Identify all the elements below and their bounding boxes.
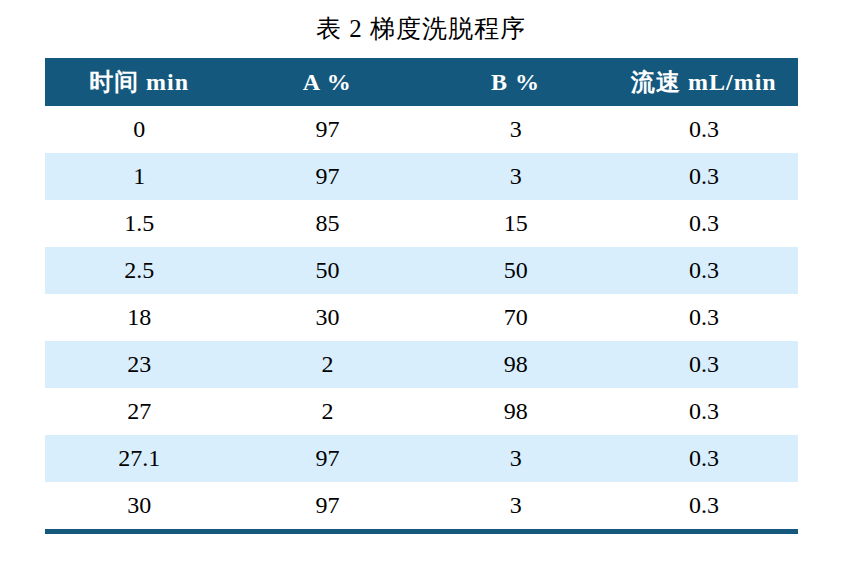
- page: 表 2 梯度洗脱程序 时间 min A % B % 流速 mL/min 0973…: [0, 0, 842, 562]
- table-cell: 15: [422, 200, 610, 247]
- table-row: 272980.3: [45, 388, 798, 435]
- table-cell: 70: [422, 294, 610, 341]
- table-row: 2.550500.3: [45, 247, 798, 294]
- table-cell: 2: [233, 341, 421, 388]
- table-cell: 97: [233, 482, 421, 532]
- table-cell: 98: [422, 388, 610, 435]
- table-row: 27.19730.3: [45, 435, 798, 482]
- table-header: 时间 min A % B % 流速 mL/min: [45, 58, 798, 106]
- table-row: 232980.3: [45, 341, 798, 388]
- table-cell: 30: [45, 482, 233, 532]
- table-cell: 1.5: [45, 200, 233, 247]
- table-cell: 2.5: [45, 247, 233, 294]
- table-row: 1.585150.3: [45, 200, 798, 247]
- table-row: 09730.3: [45, 106, 798, 153]
- table-cell: 0.3: [610, 153, 798, 200]
- header-row: 时间 min A % B % 流速 mL/min: [45, 58, 798, 106]
- table-cell: 0.3: [610, 200, 798, 247]
- column-header-a-percent: A %: [233, 58, 421, 106]
- table-cell: 97: [233, 435, 421, 482]
- table-cell: 0.3: [610, 435, 798, 482]
- table-cell: 97: [233, 106, 421, 153]
- table-cell: 97: [233, 153, 421, 200]
- table-cell: 0.3: [610, 482, 798, 532]
- table-row: 19730.3: [45, 153, 798, 200]
- table-cell: 85: [233, 200, 421, 247]
- table-cell: 2: [233, 388, 421, 435]
- table-cell: 98: [422, 341, 610, 388]
- table-cell: 0.3: [610, 294, 798, 341]
- table-row: 309730.3: [45, 482, 798, 532]
- table-cell: 0: [45, 106, 233, 153]
- table-cell: 3: [422, 435, 610, 482]
- table-cell: 27: [45, 388, 233, 435]
- table-cell: 3: [422, 153, 610, 200]
- table-body: 09730.319730.31.585150.32.550500.3183070…: [45, 106, 798, 532]
- column-header-time: 时间 min: [45, 58, 233, 106]
- column-header-b-percent: B %: [422, 58, 610, 106]
- table-cell: 0.3: [610, 106, 798, 153]
- table-cell: 27.1: [45, 435, 233, 482]
- table-title: 表 2 梯度洗脱程序: [0, 0, 842, 45]
- table-row: 1830700.3: [45, 294, 798, 341]
- column-header-flow-rate: 流速 mL/min: [610, 58, 798, 106]
- table-cell: 23: [45, 341, 233, 388]
- table-cell: 0.3: [610, 341, 798, 388]
- table-cell: 3: [422, 482, 610, 532]
- table-cell: 30: [233, 294, 421, 341]
- table-cell: 1: [45, 153, 233, 200]
- table-cell: 0.3: [610, 247, 798, 294]
- table-cell: 18: [45, 294, 233, 341]
- gradient-elution-table: 时间 min A % B % 流速 mL/min 09730.319730.31…: [45, 58, 798, 534]
- table-cell: 3: [422, 106, 610, 153]
- table-cell: 50: [233, 247, 421, 294]
- table-cell: 50: [422, 247, 610, 294]
- table-cell: 0.3: [610, 388, 798, 435]
